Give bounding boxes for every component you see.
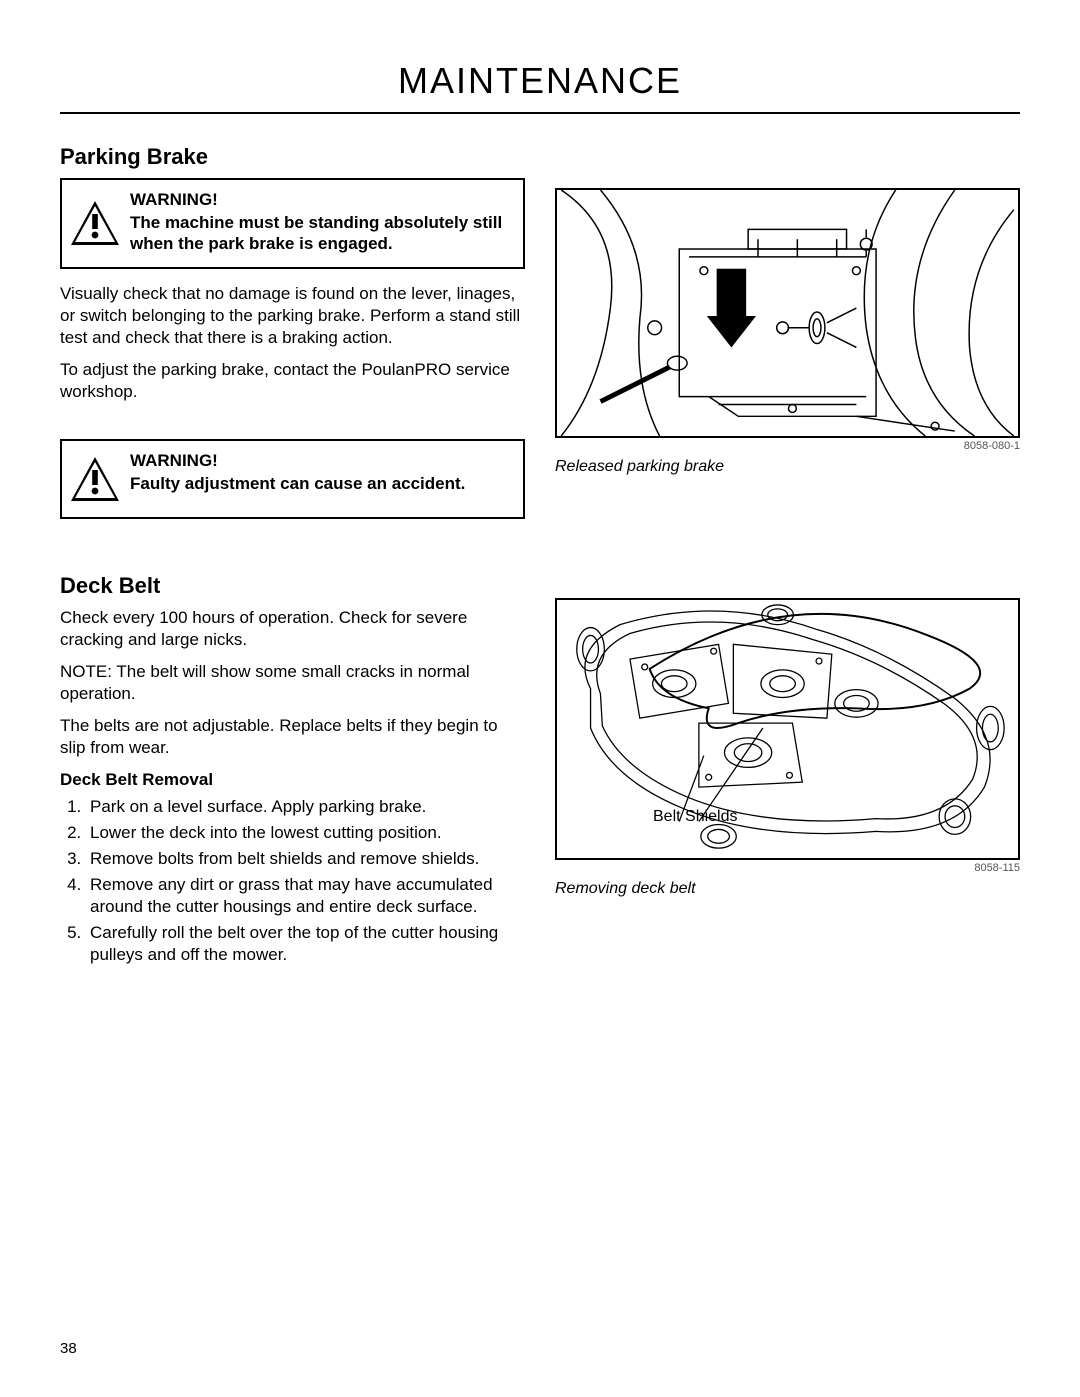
left-column: Parking Brake WARNING! The machine must … [60,144,525,970]
figure-caption-1: Released parking brake [555,458,1020,476]
page-title: MAINTENANCE [60,60,1020,114]
figure-ref-1: 8058-080-1 [555,440,1020,452]
list-item: Lower the deck into the lowest cutting p… [86,822,525,844]
belt-shields-label: Belt Shields [653,808,738,826]
deck-belt-para-2: NOTE: The belt will show some small crac… [60,661,525,705]
warning-2-text: Faulty adjustment can cause an accident. [130,473,509,494]
deck-belt-para-1: Check every 100 hours of operation. Chec… [60,607,525,651]
warning-2-title: WARNING! [130,451,509,471]
parking-brake-heading: Parking Brake [60,144,525,170]
warning-triangle-icon [70,200,120,246]
page-number: 38 [60,1340,77,1357]
deck-belt-steps: Park on a level surface. Apply parking b… [60,796,525,967]
warning-1-text: The machine must be standing absolutely … [130,212,509,255]
list-item: Carefully roll the belt over the top of … [86,922,525,966]
warning-triangle-icon [70,456,120,502]
list-item: Remove bolts from belt shields and remov… [86,848,525,870]
right-column: 8058-080-1 Released parking brake [555,144,1020,970]
deck-belt-para-3: The belts are not adjustable. Replace be… [60,715,525,759]
warning-box-1: WARNING! The machine must be standing ab… [60,178,525,269]
deck-belt-heading: Deck Belt [60,573,525,599]
figure-deck-belt: Belt Shields [555,598,1020,860]
list-item: Park on a level surface. Apply parking b… [86,796,525,818]
figure-caption-2: Removing deck belt [555,880,1020,898]
parking-brake-para-1: Visually check that no damage is found o… [60,283,525,349]
figure-parking-brake [555,188,1020,438]
content-columns: Parking Brake WARNING! The machine must … [60,144,1020,970]
warning-box-2: WARNING! Faulty adjustment can cause an … [60,439,525,519]
parking-brake-para-2: To adjust the parking brake, contact the… [60,359,525,403]
deck-belt-removal-heading: Deck Belt Removal [60,770,525,790]
warning-1-title: WARNING! [130,190,509,210]
list-item: Remove any dirt or grass that may have a… [86,874,525,918]
figure-ref-2: 8058-115 [555,862,1020,874]
